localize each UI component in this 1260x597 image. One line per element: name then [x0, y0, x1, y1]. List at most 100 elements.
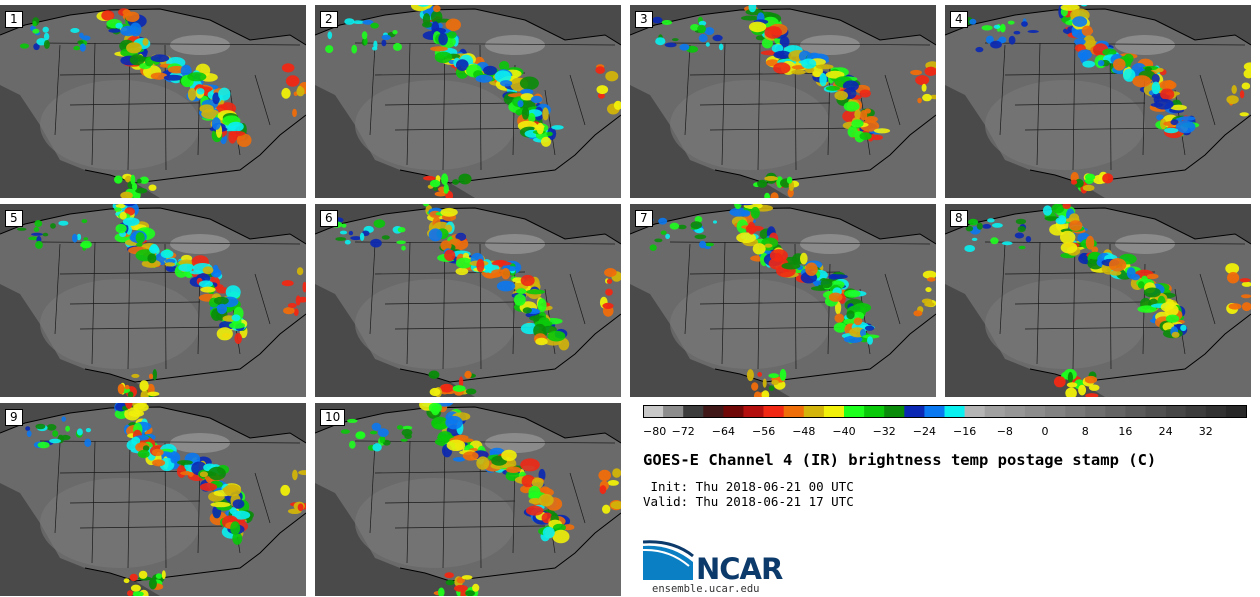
cloud-patch	[800, 252, 808, 265]
state-border	[79, 127, 231, 131]
warm-land-region	[355, 279, 515, 369]
colorbar-tick-label: −80	[643, 425, 666, 438]
cloud-patch	[990, 40, 1002, 49]
cloud-patch	[1085, 235, 1095, 250]
cloud-patch	[649, 244, 657, 251]
cloud-patch	[773, 50, 792, 60]
cloud-patch	[820, 278, 833, 289]
cloud-patch	[597, 92, 605, 99]
colorbar-segment	[803, 405, 825, 418]
colorbar-tick-label: −40	[832, 425, 855, 438]
cloud-patch	[85, 428, 91, 433]
cloud-patch	[347, 418, 358, 423]
state-border	[669, 42, 931, 46]
great-lakes-region	[800, 234, 860, 254]
cloud-patch	[1091, 246, 1099, 253]
cloud-patch	[452, 457, 466, 462]
cloud-patch	[430, 10, 443, 24]
cloud-patch	[768, 373, 779, 379]
cloud-patch	[1015, 218, 1027, 225]
cloud-patch	[292, 469, 298, 481]
cloud-patch	[741, 15, 759, 21]
cloud-patch	[449, 238, 461, 246]
state-border	[54, 243, 61, 335]
cloud-patch	[147, 391, 160, 397]
cloud-patch	[606, 278, 613, 284]
cloud-patch	[981, 25, 993, 31]
colorbar-segment	[703, 405, 724, 418]
cloud-patch	[422, 204, 430, 207]
cloud-patch	[462, 451, 479, 461]
colorbar-tick-label: −32	[873, 425, 896, 438]
state-border	[884, 74, 901, 126]
colorbar-segment	[864, 405, 885, 418]
cloud-patch	[458, 376, 464, 388]
cloud-patch	[1065, 387, 1077, 397]
cloud-patch	[501, 268, 511, 280]
cloud-patch	[1084, 173, 1096, 181]
cloud-patch	[198, 280, 213, 288]
colorbar-segment	[904, 405, 925, 418]
cloud-patch	[699, 240, 707, 249]
cloud-patch	[83, 237, 89, 241]
cloud-patch	[139, 176, 149, 184]
cloud-patch	[377, 428, 389, 437]
cloud-patch	[915, 75, 930, 86]
cloud-patch	[761, 37, 773, 49]
state-border	[984, 42, 1246, 46]
cloud-patch	[542, 526, 555, 539]
cloud-patch	[1025, 236, 1032, 243]
cloud-patch	[352, 20, 365, 24]
cloud-patch	[1165, 314, 1180, 323]
valid-time: Valid: Thu 2018-06-21 17 UTC	[643, 494, 854, 509]
cloud-patch	[546, 131, 553, 137]
colorbar-tick-label: 0	[1042, 425, 1049, 438]
cloud-patch	[519, 76, 539, 90]
cloud-patch	[292, 108, 297, 118]
cloud-patch	[348, 230, 354, 236]
cloud-patch	[1178, 116, 1196, 121]
cloud-patch	[163, 74, 184, 81]
cloud-patch	[428, 403, 442, 413]
cloud-patch	[232, 510, 251, 520]
cloud-patch	[120, 191, 133, 198]
cloud-patch	[117, 383, 125, 395]
state-border	[669, 241, 931, 245]
colorbar-segment	[1045, 405, 1066, 418]
cloud-patch	[771, 44, 784, 53]
cloud-patch	[401, 245, 406, 251]
cloud-patch	[150, 72, 168, 80]
state-border	[569, 472, 586, 524]
panel-6: 6	[315, 204, 621, 397]
cloud-patch	[202, 266, 214, 275]
cloud-patch	[596, 85, 609, 95]
cloud-patch	[1109, 270, 1122, 276]
warm-land-region	[355, 80, 515, 170]
cloud-patch	[773, 62, 791, 74]
cloud-patch	[825, 70, 845, 79]
cloud-patch	[1241, 281, 1251, 287]
cloud-patch	[494, 70, 512, 83]
cloud-patch	[49, 438, 61, 444]
state-border	[1024, 326, 1176, 330]
cloud-patch	[747, 221, 756, 235]
state-border	[1109, 44, 1112, 171]
cloud-patch	[690, 221, 703, 229]
cloud-patch	[499, 61, 510, 71]
colorbar-segment	[643, 405, 664, 418]
cloud-patch	[605, 71, 619, 82]
colorbar-segment	[763, 405, 784, 418]
cloud-patch	[926, 277, 936, 282]
cloud-patch	[373, 40, 378, 49]
cloud-patch	[1066, 382, 1078, 388]
cloud-patch	[444, 572, 454, 579]
panel-number: 9	[5, 409, 23, 426]
great-lakes-region	[170, 234, 230, 254]
panel-number: 5	[5, 210, 23, 227]
cloud-patch	[142, 38, 149, 46]
cloud-patch	[598, 469, 611, 482]
cloud-patch	[1180, 324, 1187, 332]
cloud-patch	[42, 26, 49, 33]
cloud-patch	[341, 223, 347, 228]
cloud-patch	[287, 303, 297, 308]
